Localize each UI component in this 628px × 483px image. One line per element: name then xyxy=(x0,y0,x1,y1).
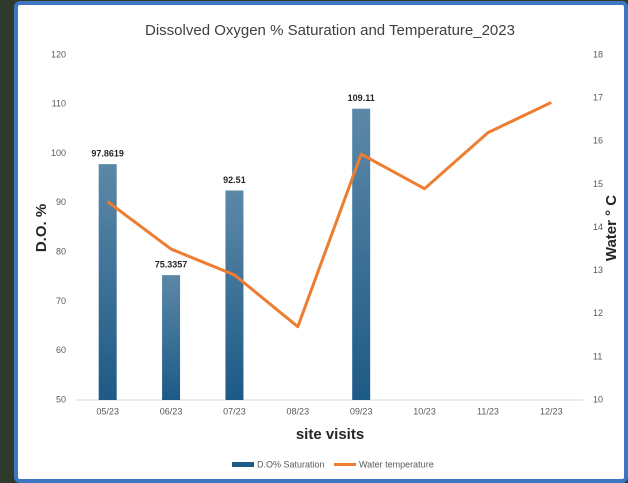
y2-tick-label: 13 xyxy=(593,265,603,275)
y2-tick-label: 18 xyxy=(593,49,603,59)
x-tick-label: 10/23 xyxy=(413,406,436,416)
chart: Dissolved Oxygen % Saturation and Temper… xyxy=(0,0,628,483)
bar xyxy=(352,109,370,400)
y-tick-label: 50 xyxy=(56,394,66,404)
bar xyxy=(162,275,180,400)
y-tick-label: 120 xyxy=(51,49,66,59)
y2-tick-label: 14 xyxy=(593,222,603,232)
x-tick-label: 11/23 xyxy=(477,406,499,416)
chart-title: Dissolved Oxygen % Saturation and Temper… xyxy=(145,22,515,39)
y2-tick-label: 16 xyxy=(593,136,603,146)
x-tick-label: 09/23 xyxy=(350,406,373,416)
y2-tick-label: 11 xyxy=(593,351,602,361)
y-tick-label: 70 xyxy=(56,296,66,306)
y2-tick-label: 15 xyxy=(593,179,603,189)
x-tick-label: 07/23 xyxy=(223,406,246,416)
x-tick-label: 06/23 xyxy=(160,406,183,416)
y2-tick-label: 17 xyxy=(593,93,603,103)
y2-tick-label: 10 xyxy=(593,394,603,404)
y-tick-label: 110 xyxy=(52,99,66,109)
y-tick-label: 90 xyxy=(56,197,66,207)
y-tick-label: 80 xyxy=(56,247,66,257)
y2-axis-title: Water ° C xyxy=(603,195,620,261)
x-tick-label: 12/23 xyxy=(540,406,563,416)
bar xyxy=(99,164,117,400)
legend-swatch xyxy=(232,462,254,467)
data-label: 75.3357 xyxy=(155,260,188,270)
bar xyxy=(225,190,243,400)
y-axis-title: D.O. % xyxy=(33,204,50,252)
y-tick-label: 60 xyxy=(56,345,66,355)
y-tick-label: 100 xyxy=(51,148,66,158)
x-tick-label: 05/23 xyxy=(96,406,119,416)
data-label: 109.11 xyxy=(348,93,375,103)
data-label: 92.51 xyxy=(223,175,246,185)
legend-label: D.O% Saturation xyxy=(257,459,325,469)
legend-label: Water temperature xyxy=(359,459,434,469)
x-axis-title: site visits xyxy=(296,426,364,443)
y2-tick-label: 12 xyxy=(593,308,603,318)
x-tick-label: 08/23 xyxy=(287,406,310,416)
data-label: 97.8619 xyxy=(91,148,124,158)
page: {"chart_data": {"type": "bar_line", "tit… xyxy=(0,0,628,483)
